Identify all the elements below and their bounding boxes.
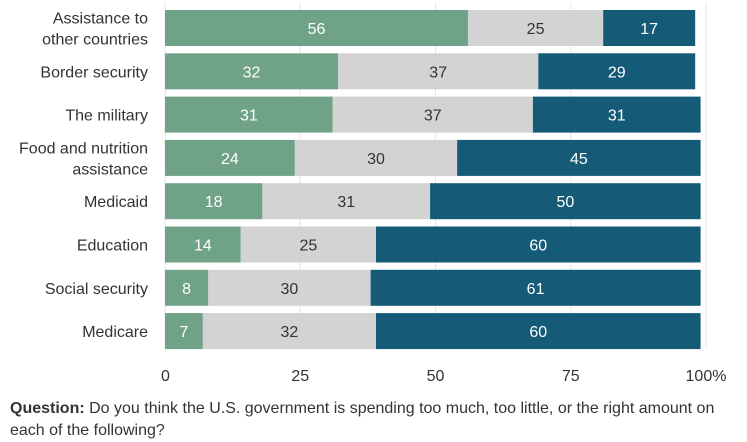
question-text: Do you think the U.S. government is spen…	[10, 400, 715, 439]
bar-segment	[467, 10, 604, 46]
bar-segment	[202, 313, 376, 350]
question-note: Question: Do you think the U.S. governme…	[10, 398, 740, 442]
category-label-line: other countries	[42, 32, 148, 49]
bar-segment	[603, 10, 696, 46]
bar-segment	[332, 96, 533, 133]
bar-segment	[538, 53, 696, 90]
bar-segment	[430, 183, 701, 220]
category-label-line: Social security	[45, 281, 148, 298]
data-label: 29	[608, 64, 626, 81]
data-label: 31	[240, 108, 258, 125]
category-label: Education	[77, 238, 148, 255]
bar-segment	[338, 53, 539, 90]
data-labels: 56 25 17 32 37 29 31 37 31 24 30 45 18 31 50 14 25 60 8 30 6…	[179, 21, 658, 341]
data-label: 37	[429, 64, 447, 81]
bar-segment	[375, 313, 701, 350]
question-label: Question:	[10, 400, 85, 417]
category-label: Food and nutrition assistance	[19, 140, 148, 178]
bar-segment	[165, 10, 468, 46]
x-tick-label: 100%	[686, 368, 727, 385]
x-tick-label: 0	[161, 368, 170, 385]
category-label-line: Food and nutrition	[19, 140, 148, 157]
bar-segment	[370, 269, 701, 306]
data-label: 60	[529, 238, 547, 255]
category-label: Medicaid	[84, 194, 148, 211]
data-label: 31	[337, 194, 355, 211]
category-labels: Assistance to other countries Border secur…	[19, 11, 148, 342]
x-tick-label: 75	[562, 368, 580, 385]
data-label: 25	[299, 238, 317, 255]
category-label: Border security	[40, 64, 148, 81]
bar-segment	[240, 226, 376, 263]
category-label-line: Assistance to	[53, 11, 148, 28]
data-label: 37	[424, 108, 442, 125]
bar-segment	[165, 269, 209, 306]
data-label: 45	[570, 151, 588, 168]
bar-segment	[165, 96, 333, 133]
data-label: 24	[221, 151, 239, 168]
category-label-line: Medicaid	[84, 194, 148, 211]
category-label-line: Border security	[40, 64, 148, 81]
data-label: 56	[308, 21, 326, 38]
category-label: Medicare	[82, 324, 148, 341]
category-label-line: The military	[65, 108, 148, 125]
data-label: 31	[608, 108, 626, 125]
bar-segment	[208, 269, 371, 306]
data-label: 32	[243, 64, 261, 81]
bar-segment	[457, 139, 701, 176]
data-label: 17	[640, 21, 658, 38]
data-label: 50	[556, 194, 574, 211]
bar-segment	[294, 139, 458, 176]
bar-segment	[165, 139, 295, 176]
data-label: 30	[281, 281, 299, 298]
bar-segment	[532, 96, 701, 133]
category-label-line: assistance	[72, 161, 148, 178]
data-label: 32	[281, 324, 299, 341]
data-label: 60	[529, 324, 547, 341]
data-label: 7	[179, 324, 188, 341]
data-label: 14	[194, 238, 212, 255]
stacked-bar-chart: 56 25 17 32 37 29 31 37 31 24 30 45 18 31 50 14 25 60 8 30 6…	[19, 2, 726, 385]
data-label: 8	[182, 281, 191, 298]
bar-segment	[165, 183, 263, 220]
bar-segment	[165, 53, 339, 90]
x-axis-tick-labels: 0 25 50 75 100%	[161, 368, 726, 385]
data-label: 30	[367, 151, 385, 168]
bar-segment	[165, 226, 241, 263]
data-label: 18	[205, 194, 223, 211]
category-label: Social security	[45, 281, 148, 298]
x-tick-label: 25	[291, 368, 309, 385]
bar-segment	[165, 313, 203, 350]
data-label: 25	[527, 21, 545, 38]
category-label: Assistance to other countries	[42, 11, 148, 49]
category-label-line: Education	[77, 238, 148, 255]
bar-segment	[262, 183, 431, 220]
x-tick-label: 50	[427, 368, 445, 385]
data-label: 61	[527, 281, 545, 298]
bars	[165, 10, 701, 350]
bar-segment	[375, 226, 701, 263]
category-label: The military	[65, 108, 148, 125]
category-label-line: Medicare	[82, 324, 148, 341]
